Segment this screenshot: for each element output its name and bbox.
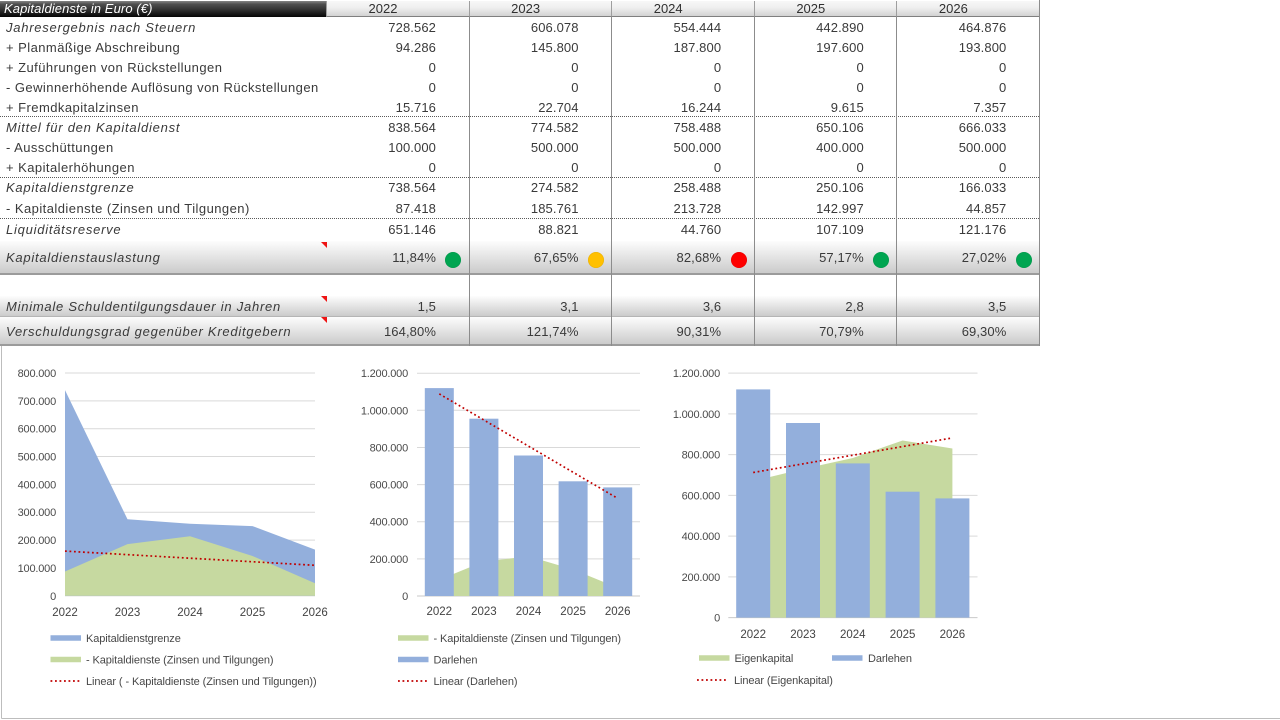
- svg-text:2025: 2025: [890, 629, 916, 641]
- svg-text:Darlehen: Darlehen: [434, 654, 478, 666]
- svg-text:- Kapitaldienste (Zinsen und T: - Kapitaldienste (Zinsen und Tilgungen): [86, 654, 274, 666]
- svg-text:300.000: 300.000: [18, 507, 56, 519]
- svg-text:2025: 2025: [240, 607, 266, 619]
- svg-text:Linear (Darlehen): Linear (Darlehen): [434, 676, 518, 688]
- svg-text:Linear ( - Kapitaldienste (Zin: Linear ( - Kapitaldienste (Zinsen und Ti…: [86, 676, 317, 688]
- svg-text:2023: 2023: [471, 606, 497, 618]
- svg-text:100.000: 100.000: [18, 563, 56, 575]
- svg-text:400.000: 400.000: [370, 517, 408, 529]
- svg-text:Eigenkapital: Eigenkapital: [735, 653, 794, 665]
- svg-text:2026: 2026: [302, 607, 328, 619]
- svg-text:2024: 2024: [516, 606, 542, 618]
- svg-text:600.000: 600.000: [370, 480, 408, 492]
- svg-text:2022: 2022: [427, 606, 453, 618]
- svg-text:2024: 2024: [177, 607, 203, 619]
- svg-text:800.000: 800.000: [18, 368, 56, 380]
- svg-text:2024: 2024: [840, 629, 866, 641]
- svg-text:- Kapitaldienste (Zinsen und T: - Kapitaldienste (Zinsen und Tilgungen): [434, 633, 622, 645]
- svg-text:200.000: 200.000: [370, 554, 408, 566]
- svg-text:Darlehen: Darlehen: [868, 653, 912, 665]
- svg-text:600.000: 600.000: [682, 490, 720, 502]
- svg-text:700.000: 700.000: [18, 396, 56, 408]
- svg-text:2025: 2025: [560, 606, 586, 618]
- svg-text:2023: 2023: [115, 607, 141, 619]
- svg-text:2022: 2022: [52, 607, 78, 619]
- svg-text:2023: 2023: [790, 629, 816, 641]
- svg-text:400.000: 400.000: [18, 479, 56, 491]
- svg-text:Linear (Eigenkapital): Linear (Eigenkapital): [734, 675, 833, 687]
- svg-text:Kapitaldienstgrenze: Kapitaldienstgrenze: [86, 633, 181, 645]
- svg-text:600.000: 600.000: [18, 424, 56, 436]
- svg-text:200.000: 200.000: [18, 535, 56, 547]
- svg-text:1.000.000: 1.000.000: [673, 409, 720, 421]
- svg-text:800.000: 800.000: [370, 443, 408, 455]
- svg-text:1.200.000: 1.200.000: [361, 368, 408, 380]
- svg-text:500.000: 500.000: [18, 452, 56, 464]
- svg-text:0: 0: [402, 591, 408, 603]
- svg-text:2026: 2026: [605, 606, 631, 618]
- svg-text:2026: 2026: [940, 629, 966, 641]
- svg-text:800.000: 800.000: [682, 450, 720, 462]
- svg-text:200.000: 200.000: [682, 572, 720, 584]
- svg-text:0: 0: [714, 613, 720, 625]
- svg-text:2022: 2022: [740, 629, 766, 641]
- svg-text:400.000: 400.000: [682, 531, 720, 543]
- svg-text:1.200.000: 1.200.000: [673, 368, 720, 380]
- svg-text:0: 0: [50, 591, 56, 603]
- svg-text:1.000.000: 1.000.000: [361, 405, 408, 417]
